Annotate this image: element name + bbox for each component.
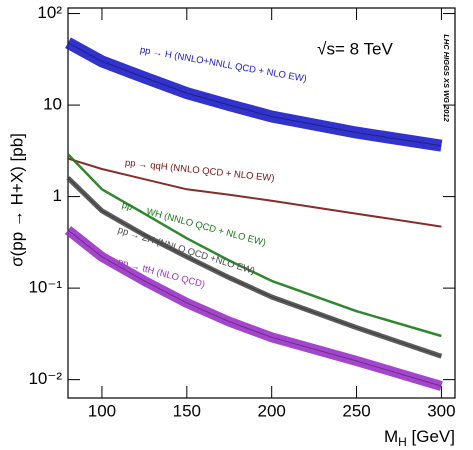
x-tick-label: 200: [257, 401, 285, 420]
plot-frame: [67, 7, 456, 399]
series-line: [67, 177, 442, 357]
series-line: [67, 42, 442, 147]
x-axis-title-unit: [GeV]: [407, 427, 455, 446]
series-band: [65, 37, 443, 152]
series-band: [67, 153, 442, 338]
x-axis-title-sub: H: [398, 435, 407, 449]
x-tick-label: 250: [342, 401, 370, 420]
x-tick-label: 100: [88, 401, 116, 420]
series-line: [67, 229, 442, 387]
y-tick-label: 10⁻²: [28, 369, 62, 388]
x-axis-title: MH [GeV]: [384, 427, 455, 449]
y-tick-label: 10²: [37, 3, 62, 22]
series-band: [66, 176, 443, 359]
collab-label: LHC HIGGS XS WG 2012: [442, 34, 451, 122]
y-tick-label: 10: [43, 95, 62, 114]
y-axis-title: σ(pp → H+X) [pb]: [7, 133, 26, 267]
energy-label: √s= 8 TeV: [317, 39, 393, 58]
series-band: [67, 157, 442, 228]
x-axis-title-main: M: [384, 427, 398, 446]
x-tick-label: 150: [173, 401, 201, 420]
y-tick-label: 1: [53, 186, 62, 205]
y-tick-label: 10⁻¹: [28, 278, 62, 297]
x-tick-label: 300: [427, 401, 455, 420]
series-band: [64, 226, 443, 391]
